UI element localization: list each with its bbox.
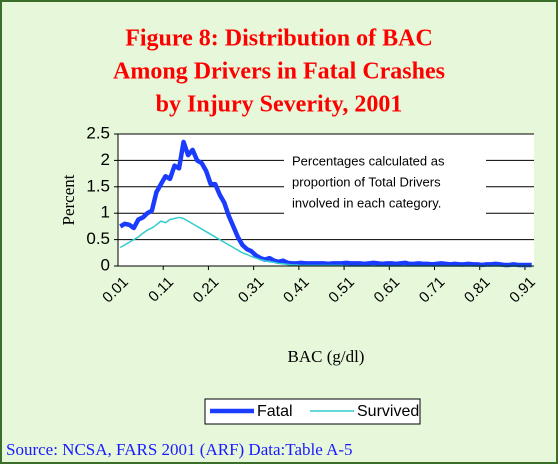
y-tick-label: 0 bbox=[101, 255, 110, 274]
annotation: proportion of Total Drivers bbox=[292, 174, 441, 189]
y-tick-label: 2 bbox=[101, 150, 110, 169]
annotation-box bbox=[284, 148, 486, 218]
line-series bbox=[119, 139, 532, 268]
y-tick-label: 1 bbox=[101, 203, 110, 222]
y-tick-label: 0.5 bbox=[86, 229, 110, 248]
chart-title: Among Drivers in Fatal Crashes bbox=[113, 59, 445, 85]
chart-title: by Injury Severity, 2001 bbox=[156, 92, 403, 118]
y-tick-label: 2.5 bbox=[86, 123, 110, 142]
chart-title: Figure 8: Distribution of BAC bbox=[125, 26, 433, 52]
source-note: Source: NCSA, FARS 2001 (ARF) Data:Table… bbox=[6, 440, 353, 459]
y-axis-label: Percent bbox=[59, 174, 78, 225]
annotation: involved in each category. bbox=[292, 195, 441, 210]
x-axis-label: BAC (g/dl) bbox=[288, 347, 365, 366]
y-tick-label: 1.5 bbox=[86, 176, 110, 195]
annotation: Percentages calculated as bbox=[292, 153, 445, 168]
legend-label: Survived bbox=[357, 403, 419, 420]
legend-label: Fatal bbox=[257, 403, 293, 420]
